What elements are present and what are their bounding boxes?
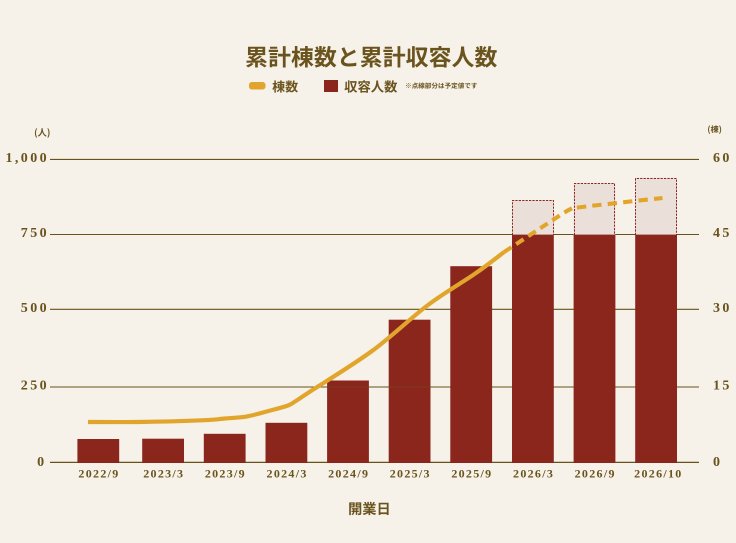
svg-text:15: 15 — [713, 379, 732, 394]
svg-text:30: 30 — [713, 301, 732, 316]
svg-text:0: 0 — [37, 455, 46, 470]
svg-text:2024/3: 2024/3 — [267, 466, 308, 480]
svg-text:2026/9: 2026/9 — [575, 466, 616, 480]
svg-text:2023/9: 2023/9 — [205, 466, 246, 480]
svg-text:250: 250 — [21, 379, 49, 394]
svg-text:2023/3: 2023/3 — [143, 466, 184, 480]
svg-text:2026/3: 2026/3 — [513, 466, 554, 480]
svg-text:2024/9: 2024/9 — [328, 466, 369, 480]
svg-text:1,000: 1,000 — [6, 151, 50, 166]
svg-text:750: 750 — [21, 226, 49, 241]
svg-text:60: 60 — [713, 151, 732, 166]
svg-text:500: 500 — [21, 301, 49, 316]
svg-text:2026/10: 2026/10 — [634, 466, 682, 480]
svg-text:2022/9: 2022/9 — [78, 466, 119, 480]
svg-text:2025/9: 2025/9 — [451, 466, 492, 480]
svg-text:45: 45 — [713, 226, 732, 241]
svg-text:0: 0 — [713, 455, 722, 470]
svg-text:2025/3: 2025/3 — [390, 466, 431, 480]
